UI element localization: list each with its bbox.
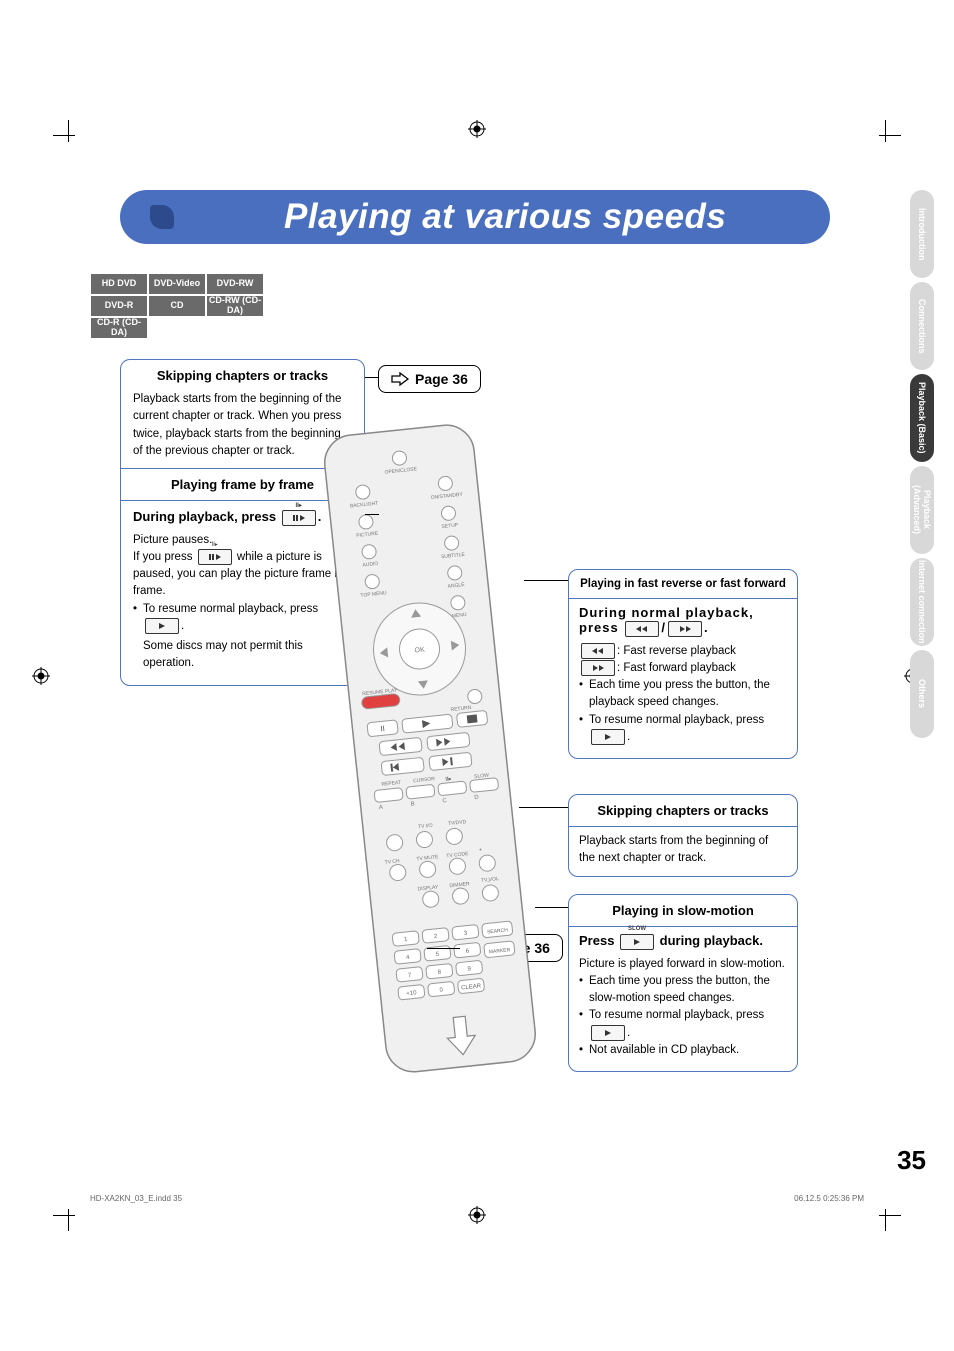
side-tab-playback-basic[interactable]: Playback (Basic) [910,374,934,462]
svg-text:A: A [379,805,384,811]
disc-compatibility-grid: HD DVD DVD-Video DVD-RW DVD-R CD CD-RW (… [90,273,264,339]
instruction-heading: During normal playback, press /. [579,605,787,637]
card-fast: Playing in fast reverse or fast forward … [568,569,798,759]
slow-button-icon: SLOW [620,934,654,950]
disc-cell: HD DVD [90,273,148,295]
remote-control-illustration: OPEN/CLOSE BACKLIGHT ON/STANDBY PICTURE … [285,409,565,1089]
play-button-icon [591,729,625,745]
card-title: Playing in slow-motion [579,903,787,918]
leader-line [535,907,568,908]
registration-mark-icon [468,1206,486,1224]
page-reference: Page 36 [378,365,481,393]
page-ref-label: Page 36 [415,371,468,387]
svg-text:II: II [380,724,385,733]
title-accent-icon [150,205,174,229]
crop-mark [879,135,901,157]
card-body: Playback starts from the beginning of th… [579,833,787,868]
bullet: To resume normal playback, press. [579,712,787,747]
footer-file: HD-XA2KN_03_E.indd 35 [90,1194,182,1203]
page-content: Playing at various speeds HD DVD DVD-Vid… [90,190,830,359]
bullet: Not available in CD playback. [579,1042,787,1059]
disc-cell: CD [148,295,206,317]
disc-cell: CD-R (CD-DA) [90,317,148,339]
page-number: 35 [897,1145,926,1176]
play-button-icon [145,618,179,634]
crop-mark [879,1194,901,1216]
leader-line [519,807,568,808]
card-slow: Playing in slow-motion Press SLOW during… [568,894,798,1072]
svg-text:II▸: II▸ [445,776,452,783]
leader-line [365,377,379,378]
crop-mark [53,135,75,157]
step-button-icon: II▸ [198,549,232,565]
footer-timestamp: 06.12.5 0:25:36 PM [794,1194,864,1203]
text: Picture is played forward in slow-motion… [579,956,787,973]
svg-text:OK: OK [414,646,425,654]
text: During playback, press [133,509,276,524]
play-button-icon [591,1025,625,1041]
leader-line [427,948,460,949]
side-tab-others[interactable]: Others [910,650,934,738]
card-skip-forward: Skipping chapters or tracks Playback sta… [568,794,798,877]
disc-cell: CD-RW (CD-DA) [206,295,264,317]
registration-mark-icon [32,667,50,685]
card-title: Playing in fast reverse or fast forward [579,578,787,590]
page-title: Playing at various speeds [284,197,726,237]
disc-cell: DVD-Video [148,273,206,295]
card-title: Skipping chapters or tracks [133,368,352,383]
bullet: Each time you press the button, the slow… [579,973,787,1008]
svg-text:B: B [410,801,415,807]
rewind-button-icon [625,621,659,637]
text: : Fast reverse playback [579,643,787,660]
svg-text:+10: +10 [406,990,417,997]
side-tab-playback-advanced[interactable]: Playback (Advanced) [910,466,934,554]
disc-cell: DVD-R [90,295,148,317]
side-tab-connections[interactable]: Connections [910,282,934,370]
bullet: Each time you press the button, the play… [579,677,787,712]
forward-button-icon [581,660,615,676]
crop-mark [53,1194,75,1216]
title-bar: Playing at various speeds [90,190,830,250]
arrow-right-icon [391,372,409,386]
text: : Fast forward playback [579,660,787,677]
leader-line [524,580,568,581]
side-tabs: Introduction Connections Playback (Basic… [910,190,934,738]
card-title: Skipping chapters or tracks [579,803,787,818]
disc-cell: DVD-RW [206,273,264,295]
registration-mark-icon [468,120,486,138]
rewind-button-icon [581,643,615,659]
leader-line [365,514,379,515]
side-tab-internet[interactable]: Internet connection [910,558,934,646]
instruction-heading: Press SLOW during playback. [579,933,787,950]
side-tab-introduction[interactable]: Introduction [910,190,934,278]
bullet: To resume normal playback, press. [579,1007,787,1042]
forward-button-icon [668,621,702,637]
